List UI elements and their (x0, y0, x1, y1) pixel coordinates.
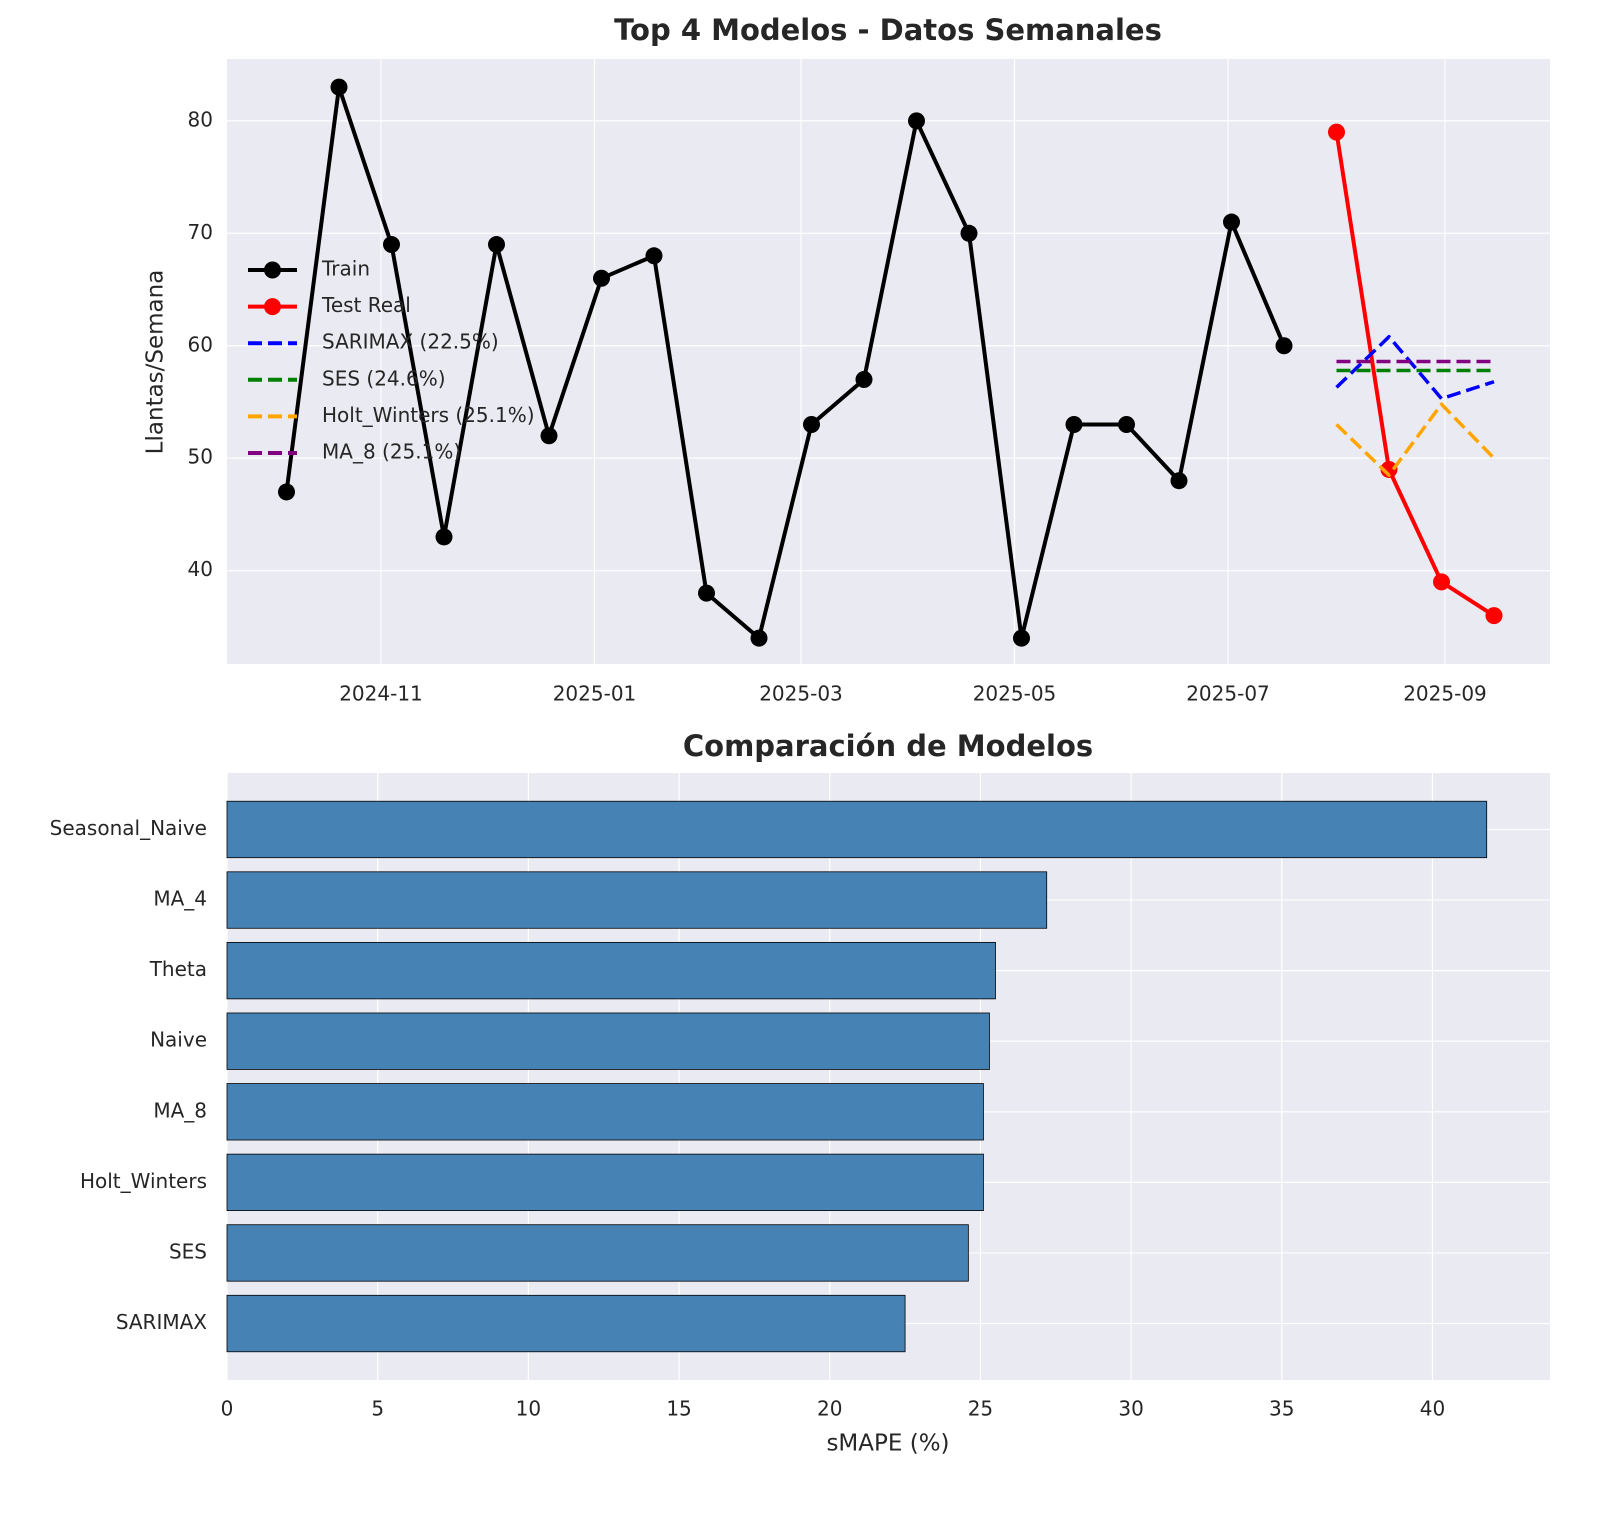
marker (1223, 213, 1240, 231)
x-tick-label: 30 (1118, 1397, 1143, 1421)
marker (645, 247, 663, 265)
marker (278, 483, 295, 501)
x-tick-label: 2025-03 (759, 682, 843, 706)
x-axis-label: sMAPE (%) (826, 1431, 949, 1457)
legend-label: Test Real (321, 293, 411, 317)
x-tick-label: 2025-01 (553, 682, 637, 706)
x-tick-label: 2024-11 (339, 682, 423, 706)
marker (435, 528, 453, 546)
legend-label: Holt_Winters (25.1%) (322, 403, 535, 427)
y-tick-label: MA_8 (153, 1098, 207, 1122)
series-line (284, 85, 1286, 641)
marker (1485, 607, 1503, 625)
bar (226, 871, 1048, 929)
y-tick-label: 60 (188, 332, 213, 356)
x-tick-label: 25 (968, 1397, 993, 1421)
y-tick-label: 80 (188, 107, 213, 131)
bar (226, 800, 1488, 859)
plot-area (227, 59, 1550, 664)
x-tick-label: 20 (817, 1397, 842, 1421)
y-tick-label: SARIMAX (116, 1310, 207, 1334)
marker (1380, 460, 1398, 478)
marker (855, 370, 873, 388)
x-tick-label: 5 (371, 1397, 384, 1421)
legend-label: Train (321, 257, 370, 281)
x-tick-label: 2025-05 (973, 682, 1057, 706)
marker (1118, 415, 1135, 433)
x-tick-label: 2025-09 (1403, 682, 1487, 706)
bar (226, 1294, 906, 1353)
y-tick-label: MA_4 (153, 887, 207, 911)
marker (540, 427, 558, 445)
x-tick-label: 2025-07 (1186, 682, 1270, 706)
bar (226, 1224, 969, 1282)
x-tick-label: 10 (516, 1397, 541, 1421)
series-line (1335, 335, 1495, 401)
marker (1275, 337, 1293, 355)
marker (1013, 629, 1030, 647)
y-tick-label: SES (169, 1239, 207, 1263)
marker (488, 236, 505, 254)
x-tick-label: 40 (1420, 1397, 1445, 1421)
legend-label: SES (24.6%) (322, 366, 446, 390)
series-line (1334, 131, 1496, 618)
y-tick-label: 50 (188, 445, 213, 469)
chart-title: Top 4 Modelos - Datos Semanales (614, 13, 1162, 47)
marker (750, 629, 768, 647)
legend-marker (264, 261, 281, 279)
marker (330, 78, 348, 96)
marker (803, 415, 820, 433)
bar (226, 941, 996, 1000)
marker (383, 236, 400, 254)
y-tick-label: 40 (188, 557, 213, 581)
bar (226, 1153, 984, 1212)
marker (908, 112, 925, 130)
marker (698, 584, 715, 602)
y-tick-label: 70 (188, 220, 213, 244)
y-tick-label: Theta (149, 957, 207, 981)
chart-title: Comparación de Modelos (683, 729, 1093, 763)
y-tick-label: Holt_Winters (80, 1169, 207, 1193)
legend-label: SARIMAX (22.5%) (322, 330, 499, 354)
marker (1433, 573, 1450, 591)
marker (960, 224, 978, 242)
marker (1170, 472, 1188, 490)
x-tick-label: 35 (1269, 1397, 1294, 1421)
bar (226, 1012, 990, 1070)
plot-area (227, 773, 1550, 1380)
y-tick-label: Seasonal_Naive (50, 816, 207, 840)
marker (1328, 123, 1345, 141)
y-tick-label: Naive (150, 1028, 207, 1052)
bar (226, 1083, 984, 1141)
marker (593, 269, 610, 287)
x-tick-label: 0 (221, 1397, 234, 1421)
legend-marker (264, 298, 281, 316)
legend-label: MA_8 (25.1%) (322, 440, 461, 464)
marker (1065, 415, 1083, 433)
x-tick-label: 15 (666, 1397, 691, 1421)
y-axis-label: Llantas/Semana (143, 270, 169, 455)
